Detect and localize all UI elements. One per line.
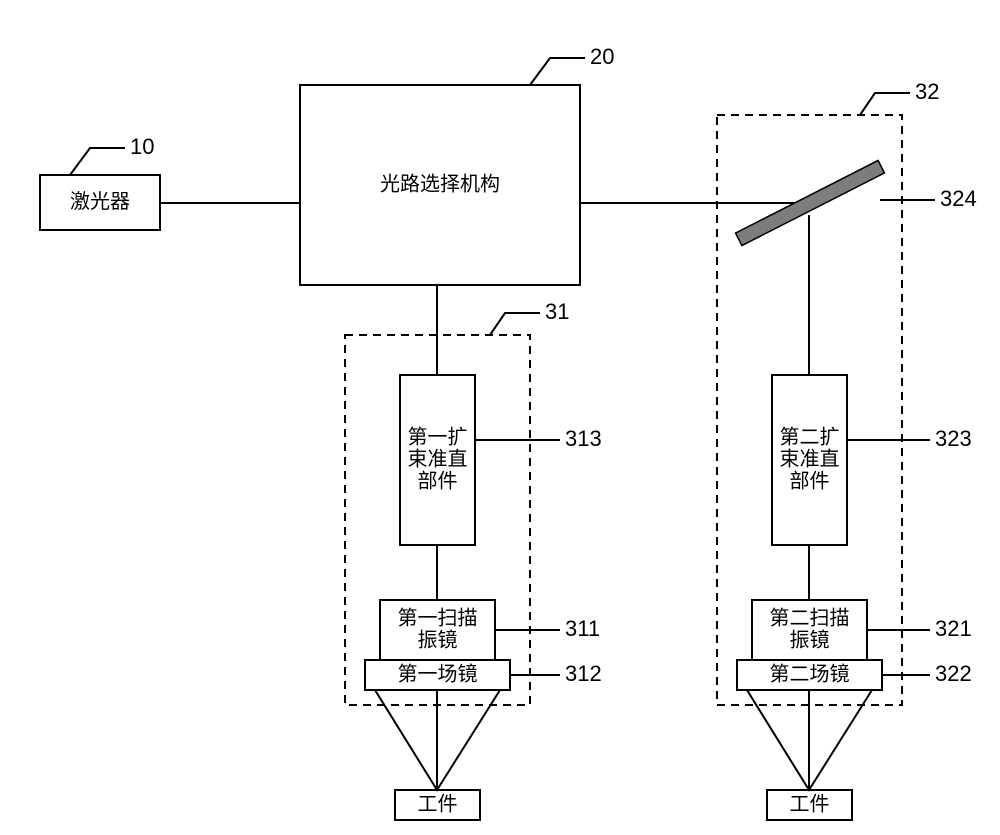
refnum-311: 311 — [565, 616, 600, 641]
refnum-323: 323 — [935, 426, 972, 451]
label-galvo2-1: 振镜 — [790, 628, 830, 651]
refnum-10: 10 — [130, 134, 154, 159]
label-work1: 工件 — [418, 792, 458, 815]
label-ftheta2: 第二场镜 — [770, 662, 850, 685]
label-galvo1-1: 振镜 — [418, 628, 458, 651]
leader-10 — [70, 148, 125, 175]
leader-32 — [860, 93, 910, 115]
label-exp2-0: 第二扩 — [780, 425, 840, 448]
label-exp1-0: 第一扩 — [408, 425, 468, 448]
label-galvo1-0: 第一扫描 — [398, 606, 478, 629]
label-exp1-2: 部件 — [418, 469, 458, 492]
label-laser: 激光器 — [70, 190, 130, 213]
label-exp2-2: 部件 — [790, 469, 830, 492]
refnum-321: 321 — [935, 616, 972, 641]
label-ftheta1: 第一场镜 — [398, 662, 478, 685]
leader-31 — [490, 313, 540, 335]
label-exp1-1: 束准直 — [408, 447, 468, 470]
refnum-32: 32 — [915, 79, 939, 104]
label-exp2-1: 束准直 — [780, 447, 840, 470]
label-selector: 光路选择机构 — [380, 172, 500, 195]
refnum-312: 312 — [565, 661, 602, 686]
label-work2: 工件 — [790, 792, 830, 815]
label-galvo2-0: 第二扫描 — [770, 606, 850, 629]
refnum-313: 313 — [565, 426, 602, 451]
refnum-31: 31 — [545, 299, 569, 324]
leader-20 — [530, 58, 585, 85]
refnum-322: 322 — [935, 661, 972, 686]
refnum-324: 324 — [940, 186, 977, 211]
refnum-20: 20 — [590, 44, 614, 69]
